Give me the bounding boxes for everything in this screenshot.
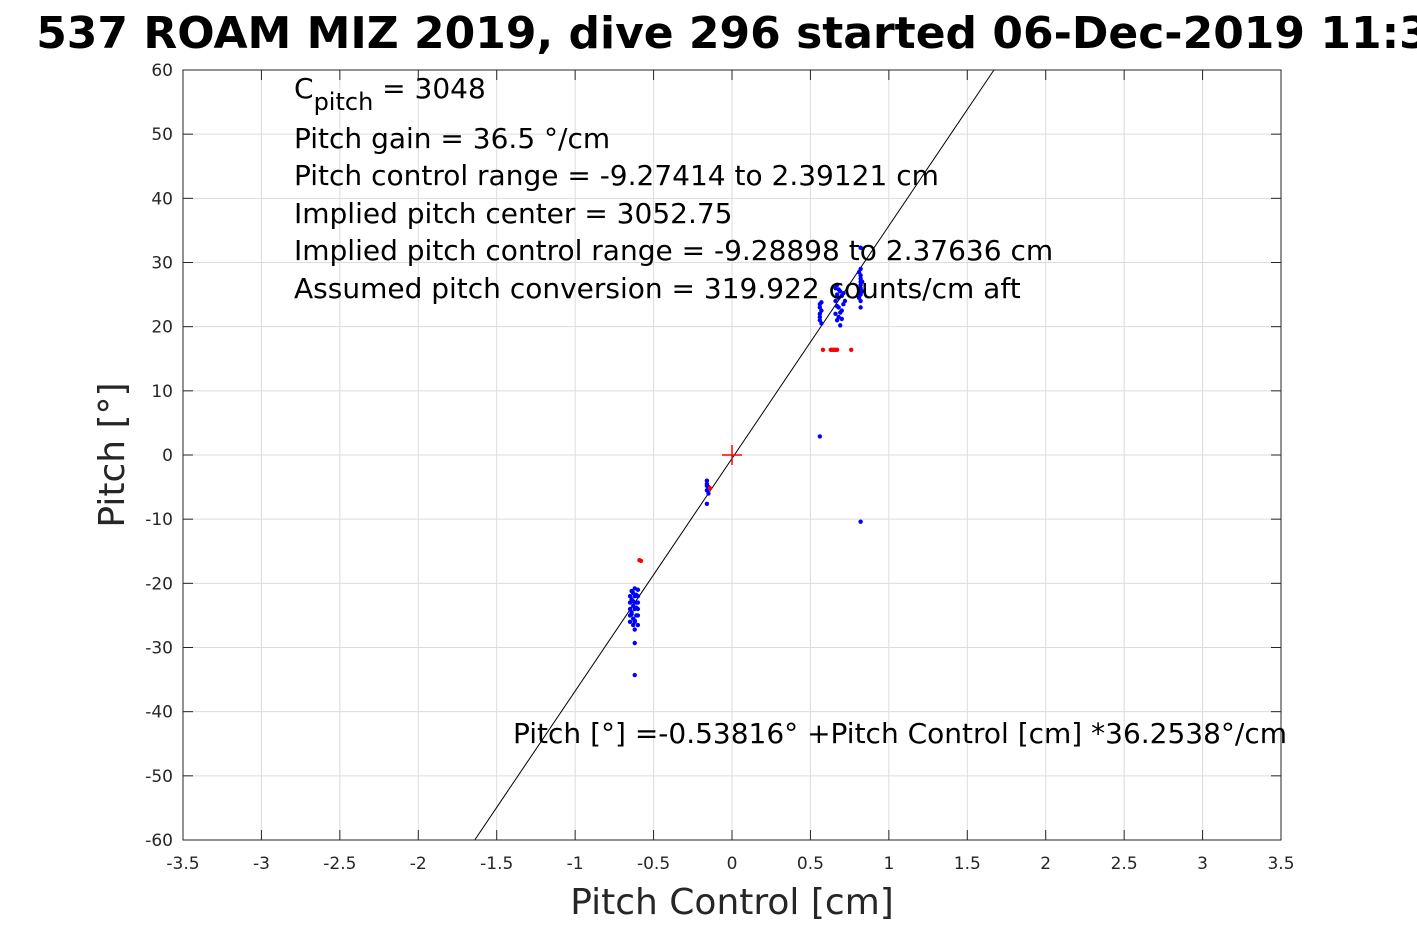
data-point (842, 298, 848, 304)
x-tick-label: -1.5 (480, 854, 513, 874)
data-point (707, 486, 713, 491)
center-marker-group (722, 445, 742, 465)
x-axis-label: Pitch Control [cm] (570, 882, 894, 923)
data-point (634, 605, 639, 610)
x-tick-label: 0.5 (797, 854, 824, 874)
y-tick-label: -30 (145, 639, 173, 659)
data-point (632, 672, 637, 678)
data-point (632, 640, 637, 646)
y-tick-label: -60 (145, 831, 173, 851)
x-tick-label: -2.5 (323, 854, 356, 874)
data-point (817, 314, 823, 320)
data-point (627, 593, 633, 599)
data-point (635, 600, 641, 605)
data-point (819, 308, 824, 313)
data-point (630, 599, 636, 604)
data-point (706, 491, 711, 496)
data-point (627, 606, 633, 612)
x-tick-label: 3 (1197, 854, 1208, 874)
data-point (839, 316, 844, 322)
y-tick-label: -10 (145, 510, 173, 530)
fit-equation-annotation: Pitch [°] =-0.53816° +Pitch Control [cm]… (513, 717, 1287, 750)
x-tick-label: 3.5 (1267, 854, 1294, 874)
data-point (638, 558, 644, 564)
data-point (635, 613, 641, 618)
data-point (834, 282, 840, 288)
chart-title: 537 ROAM MIZ 2019, dive 296 started 06-D… (36, 8, 1417, 59)
data-point (833, 298, 838, 304)
data-point (819, 321, 824, 326)
data-point (833, 311, 838, 317)
y-tick-label: 40 (151, 189, 173, 209)
x-tick-label: 2 (1040, 854, 1051, 874)
cpitch-subscript: pitch (314, 88, 374, 116)
data-point (820, 347, 826, 352)
conversion-annotation: Assumed pitch conversion = 319.922 count… (294, 272, 1021, 305)
y-tick-label: 30 (151, 254, 173, 274)
x-tick-label: 2.5 (1111, 854, 1138, 874)
data-point (629, 611, 634, 617)
data-point (632, 627, 637, 632)
x-tick-label: -3.5 (166, 854, 199, 874)
y-tick-label: 20 (151, 318, 173, 338)
annotations: Cpitch = 3048 Pitch gain = 36.5 °/cm Pit… (294, 72, 1287, 750)
data-point (635, 622, 641, 628)
data-point (856, 269, 862, 275)
data-point (841, 291, 846, 296)
y-tick-label: 50 (151, 125, 173, 145)
cpitch-annotation: Cpitch = 3048 (294, 72, 486, 116)
x-tick-label: 0 (727, 854, 738, 874)
grid (182, 69, 1282, 841)
x-tick-label: 1.5 (954, 854, 981, 874)
x-tick-label: 1 (883, 854, 894, 874)
data-point (834, 303, 840, 309)
data-point (834, 347, 840, 352)
data-point (849, 347, 854, 352)
data-point (859, 289, 865, 294)
data-point (817, 434, 823, 439)
cpitch-base: C (294, 72, 314, 105)
data-point (632, 618, 637, 623)
data-point (858, 305, 863, 310)
x-tick-label: -1 (567, 854, 584, 874)
data-point (819, 300, 824, 305)
y-axis-label: Pitch [°] (92, 382, 133, 527)
x-tick-label: -0.5 (637, 854, 670, 874)
y-tick-label: 0 (162, 446, 173, 466)
pitch-control-range-annotation: Pitch control range = -9.27414 to 2.3912… (294, 159, 939, 192)
data-point (858, 519, 863, 524)
x-tick-label: -2 (410, 854, 427, 874)
data-point (858, 245, 863, 250)
data-point (629, 588, 634, 594)
data-point (704, 478, 710, 483)
x-tick-label: -3 (253, 854, 270, 874)
y-tick-label: -20 (145, 574, 173, 594)
data-point (634, 592, 639, 598)
y-tick-label: -40 (145, 703, 173, 723)
data-point (632, 586, 637, 591)
data-point (856, 295, 862, 300)
pitch-gain-annotation: Pitch gain = 36.5 °/cm (294, 122, 610, 155)
implied-range-annotation: Implied pitch control range = -9.28898 t… (294, 234, 1053, 267)
implied-center-annotation: Implied pitch center = 3052.75 (294, 197, 732, 230)
data-point (627, 619, 633, 625)
data-point (838, 310, 843, 315)
data-point (838, 323, 843, 328)
y-tick-label: 10 (151, 382, 173, 402)
data-point (630, 622, 636, 628)
data-point (836, 287, 841, 292)
ticks: -3.5 -3 -2.5 -2 -1.5 -1 -0.5 0 0.5 1 1.5 2 2.5 3 3.5 -6… (145, 61, 1294, 874)
data-points (627, 245, 865, 678)
data-point (859, 279, 865, 284)
cpitch-value: = 3048 (373, 72, 486, 105)
y-tick-label: -50 (145, 767, 173, 787)
y-tick-label: 60 (151, 61, 173, 81)
data-point (704, 501, 710, 506)
